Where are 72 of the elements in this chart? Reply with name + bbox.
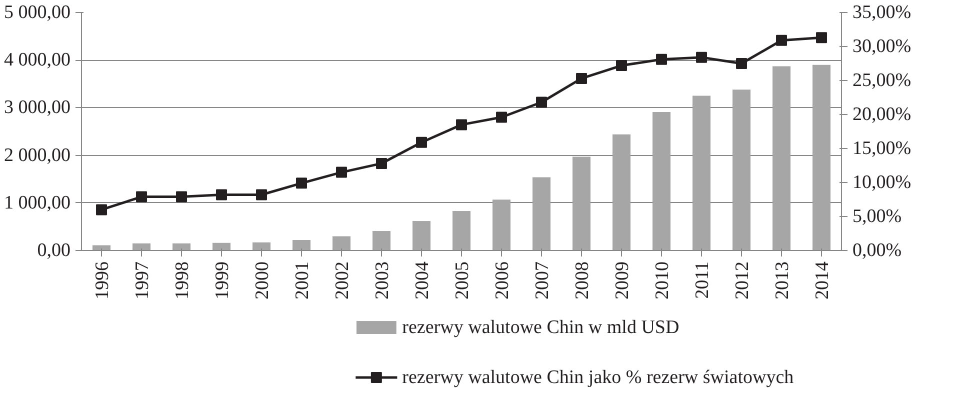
x-tick-label: 1997 <box>132 262 153 300</box>
bar <box>492 200 510 250</box>
bar <box>412 220 430 250</box>
bar <box>772 66 790 250</box>
point <box>96 204 107 216</box>
x-tick-label: 2009 <box>612 262 633 300</box>
bar <box>652 112 670 250</box>
bar <box>372 230 390 250</box>
point <box>136 191 147 202</box>
y2-tick-label: 20,00% <box>852 104 912 125</box>
y2-tick-label: 25,00% <box>852 70 912 91</box>
x-tick-label: 2001 <box>292 262 313 300</box>
bar <box>332 236 350 250</box>
x-tick-label: 1998 <box>172 262 193 300</box>
bar <box>452 210 470 250</box>
point <box>576 72 587 84</box>
y-tick-label: 1 000,00 <box>4 192 70 214</box>
bar <box>692 96 710 250</box>
point <box>696 52 707 63</box>
bar <box>572 156 590 250</box>
bar <box>172 243 190 250</box>
point <box>656 54 667 65</box>
legend-label: rezerwy walutowe Chin w mld USD <box>402 317 680 338</box>
point <box>736 58 747 69</box>
y2-tick-label: 10,00% <box>852 172 912 193</box>
point <box>216 189 227 200</box>
x-tick-label: 2008 <box>572 262 593 300</box>
y2-tick-label: 30,00% <box>852 36 912 57</box>
x-tick-label: 2004 <box>412 261 433 300</box>
bar <box>212 242 230 250</box>
bar <box>612 134 630 250</box>
x-tick-label: 1996 <box>92 262 113 300</box>
bar <box>292 240 310 250</box>
x-tick-label: 2010 <box>652 262 673 300</box>
bar <box>252 242 270 250</box>
point <box>536 96 547 108</box>
bar <box>812 64 830 250</box>
legend-label: rezerwy walutowe Chin jako % rezerw światowych <box>402 367 794 388</box>
y2-tick-label: 0,00% <box>852 240 902 261</box>
point <box>256 189 267 200</box>
x-tick-label: 2000 <box>252 262 273 300</box>
point <box>376 158 387 169</box>
bar <box>532 177 550 250</box>
x-tick-label: 2011 <box>692 262 713 299</box>
y-tick-label: 0,00 <box>37 240 70 261</box>
bar <box>132 243 150 250</box>
y-tick-label: 2 000,00 <box>4 144 70 166</box>
y2-tick-label: 35,00% <box>852 2 912 23</box>
y2-tick-label: 5,00% <box>852 206 902 227</box>
x-tick-label: 1999 <box>212 262 233 300</box>
point <box>456 119 467 130</box>
point <box>816 32 827 44</box>
point <box>176 191 187 202</box>
bar <box>732 90 750 250</box>
x-tick-label: 2007 <box>532 262 553 300</box>
x-tick-label: 2003 <box>372 262 393 300</box>
y2-tick-label: 15,00% <box>852 138 912 159</box>
point <box>336 166 347 178</box>
y-tick-label: 3 000,00 <box>4 97 70 118</box>
x-tick-label: 2005 <box>452 262 473 300</box>
x-tick-label: 2013 <box>772 262 793 300</box>
point <box>296 178 307 189</box>
y-tick-label: 4 000,00 <box>4 50 70 71</box>
x-tick-label: 2012 <box>732 262 753 300</box>
point <box>496 112 507 123</box>
y-tick-label: 5 000,00 <box>4 2 70 23</box>
x-tick-label: 2014 <box>812 261 833 300</box>
x-tick-label: 2002 <box>332 262 353 300</box>
point <box>776 34 787 46</box>
point <box>616 60 627 72</box>
x-tick-label: 2006 <box>492 262 513 300</box>
point <box>416 136 427 148</box>
